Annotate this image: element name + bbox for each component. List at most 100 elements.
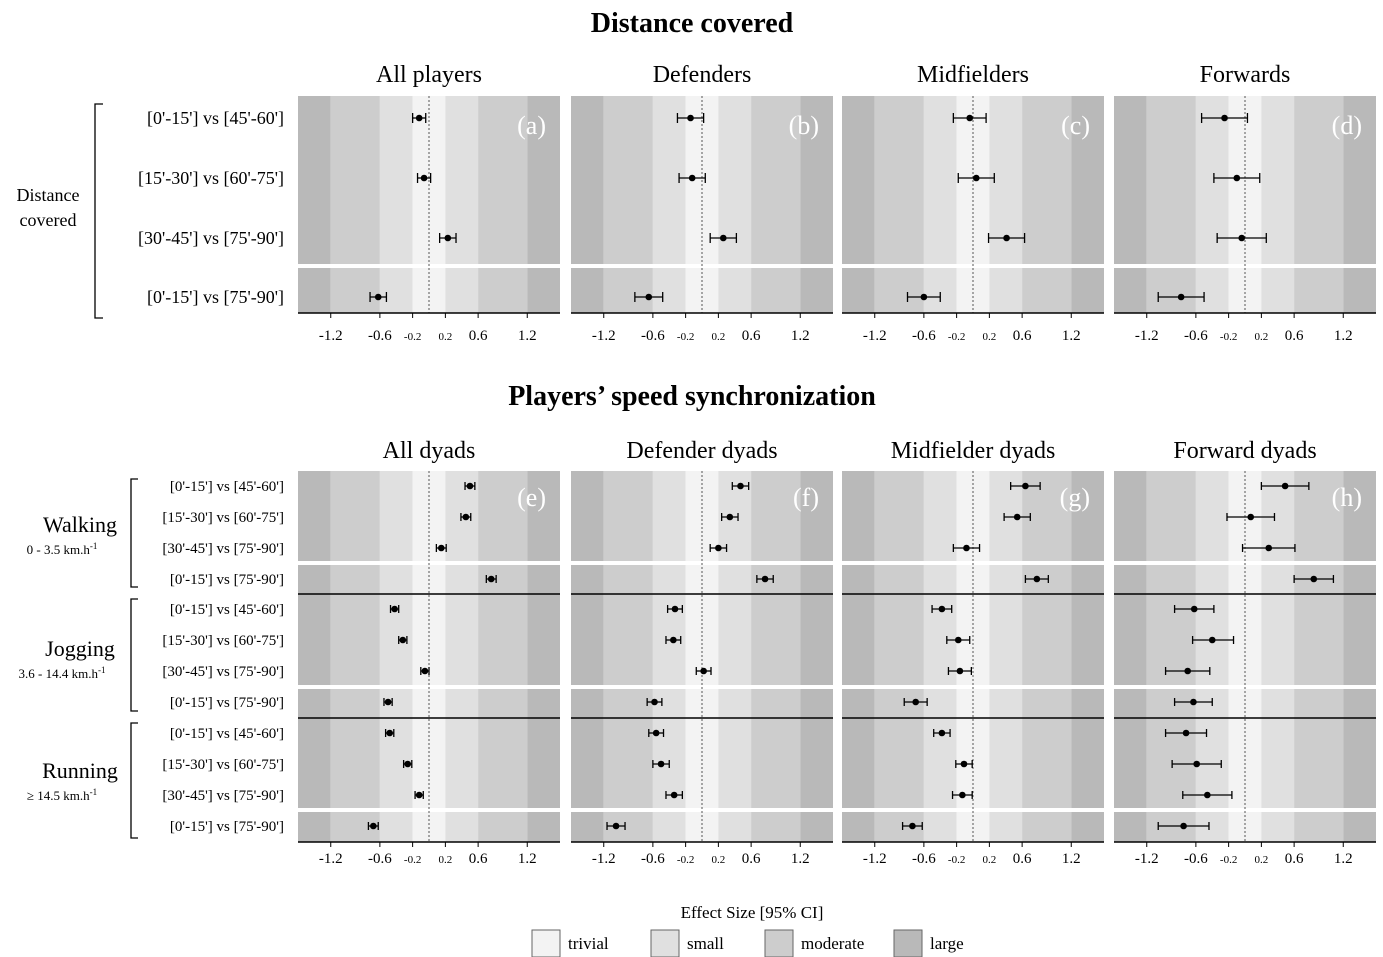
effect-point: [651, 698, 658, 706]
effect-point: [1184, 667, 1191, 675]
effect-point: [370, 822, 377, 830]
group-speed-label: ≥ 14.5 km.h-1: [27, 787, 97, 803]
x-tick-label: 0.2: [1255, 854, 1269, 866]
x-tick-label: -1.2: [319, 328, 343, 344]
effect-point: [737, 482, 744, 490]
legend-swatch: [531, 929, 561, 957]
effect-point: [761, 575, 769, 583]
es-band: [571, 471, 604, 842]
group-label: Running: [42, 758, 118, 783]
x-tick-label: -0.6: [912, 328, 936, 344]
effect-point: [670, 636, 677, 644]
es-band: [800, 96, 833, 313]
effect-point: [687, 114, 694, 122]
x-tick-label: -0.6: [368, 328, 392, 344]
effect-point: [1193, 760, 1200, 768]
es-band: [652, 96, 686, 313]
group-label: Distance: [17, 185, 80, 205]
es-band: [571, 96, 604, 313]
x-tick-label: 1.2: [1334, 851, 1353, 867]
legend-swatch: [893, 929, 923, 957]
x-tick-label: -0.6: [1184, 851, 1208, 867]
panel-letter: (e): [517, 483, 546, 512]
es-band: [379, 96, 413, 313]
effect-point: [963, 544, 970, 552]
bottom-section-title: Players’ speed synchronization: [508, 381, 876, 412]
x-tick-label: 0.6: [1285, 328, 1304, 344]
row-label: [30'-45'] vs [75'-90']: [162, 788, 284, 804]
es-band: [603, 471, 653, 842]
effect-point: [1265, 544, 1273, 552]
x-tick-label: 0.2: [1255, 331, 1269, 343]
row-label: [0'-15'] vs [45'-60']: [170, 479, 284, 495]
effect-point: [1221, 114, 1228, 122]
es-band: [478, 96, 528, 313]
effect-point: [1182, 729, 1190, 737]
legend-label: trivial: [568, 934, 609, 953]
legend-swatch: [764, 929, 794, 957]
panel-title: Forwards: [1200, 62, 1291, 88]
panel-letter: (d): [1332, 111, 1362, 140]
panel-title: Midfielders: [917, 62, 1029, 88]
effect-point: [688, 174, 696, 182]
x-tick-label: 0.6: [469, 851, 488, 867]
panel-title: All players: [376, 62, 482, 88]
row-label: [15'-30'] vs [60'-75']: [162, 510, 284, 526]
x-tick-label: -0.2: [948, 331, 965, 343]
es-band: [330, 471, 380, 842]
es-band: [445, 471, 479, 842]
x-tick-label: 1.2: [518, 328, 537, 344]
effect-point: [437, 544, 445, 552]
x-tick-label: 0.2: [983, 331, 997, 343]
x-tick-label: 0.6: [1013, 851, 1032, 867]
es-band: [603, 96, 653, 313]
effect-point: [726, 513, 734, 521]
row-label: [30'-45'] vs [75'-90']: [138, 228, 284, 248]
x-tick-label: 0.2: [712, 854, 726, 866]
effect-point: [1033, 575, 1041, 583]
es-band: [842, 96, 875, 313]
es-band: [1114, 96, 1147, 313]
es-band: [1195, 471, 1229, 842]
row-label: [0'-15'] vs [45'-60']: [170, 726, 284, 742]
es-band: [989, 471, 1023, 842]
es-band: [1071, 471, 1104, 842]
panel-letter: (c): [1061, 111, 1090, 140]
group-bracket: [130, 598, 138, 712]
row-label: [0'-15'] vs [75'-90']: [170, 819, 284, 835]
effect-point: [938, 605, 946, 613]
es-band: [1146, 96, 1196, 313]
effect-point: [462, 513, 470, 521]
row-label: [0'-15'] vs [45'-60']: [170, 602, 284, 618]
effect-point: [972, 174, 980, 182]
effect-point: [391, 605, 398, 613]
effect-point: [966, 114, 974, 122]
row-labels: [0'-15'] vs [45'-60'] [15'-30'] vs [60'-7…: [17, 103, 284, 839]
x-tick-label: -1.2: [863, 328, 887, 344]
x-tick-label: -0.2: [1220, 331, 1237, 343]
es-band: [874, 471, 924, 842]
effect-point: [415, 114, 423, 122]
effect-point: [1177, 293, 1185, 301]
effect-point: [1238, 234, 1246, 242]
es-band: [445, 96, 479, 313]
effect-point: [954, 636, 962, 644]
effect-point: [420, 174, 428, 182]
legend-label: large: [930, 934, 964, 953]
row-label: [15'-30'] vs [60'-75']: [138, 168, 284, 188]
group-label: Jogging: [45, 636, 115, 661]
effect-point: [657, 760, 665, 768]
es-band: [718, 96, 752, 313]
panel-letter: (b): [789, 111, 819, 140]
effect-point: [959, 791, 966, 799]
group-label: covered: [20, 210, 77, 230]
es-band: [1343, 471, 1376, 842]
es-band: [1294, 96, 1344, 313]
x-tick-label: 0.2: [712, 331, 726, 343]
effect-point: [1208, 636, 1216, 644]
panel-letter: (f): [793, 483, 819, 512]
legend-label: small: [687, 934, 724, 953]
effect-point: [1310, 575, 1318, 583]
top-section-title: Distance covered: [591, 8, 794, 39]
